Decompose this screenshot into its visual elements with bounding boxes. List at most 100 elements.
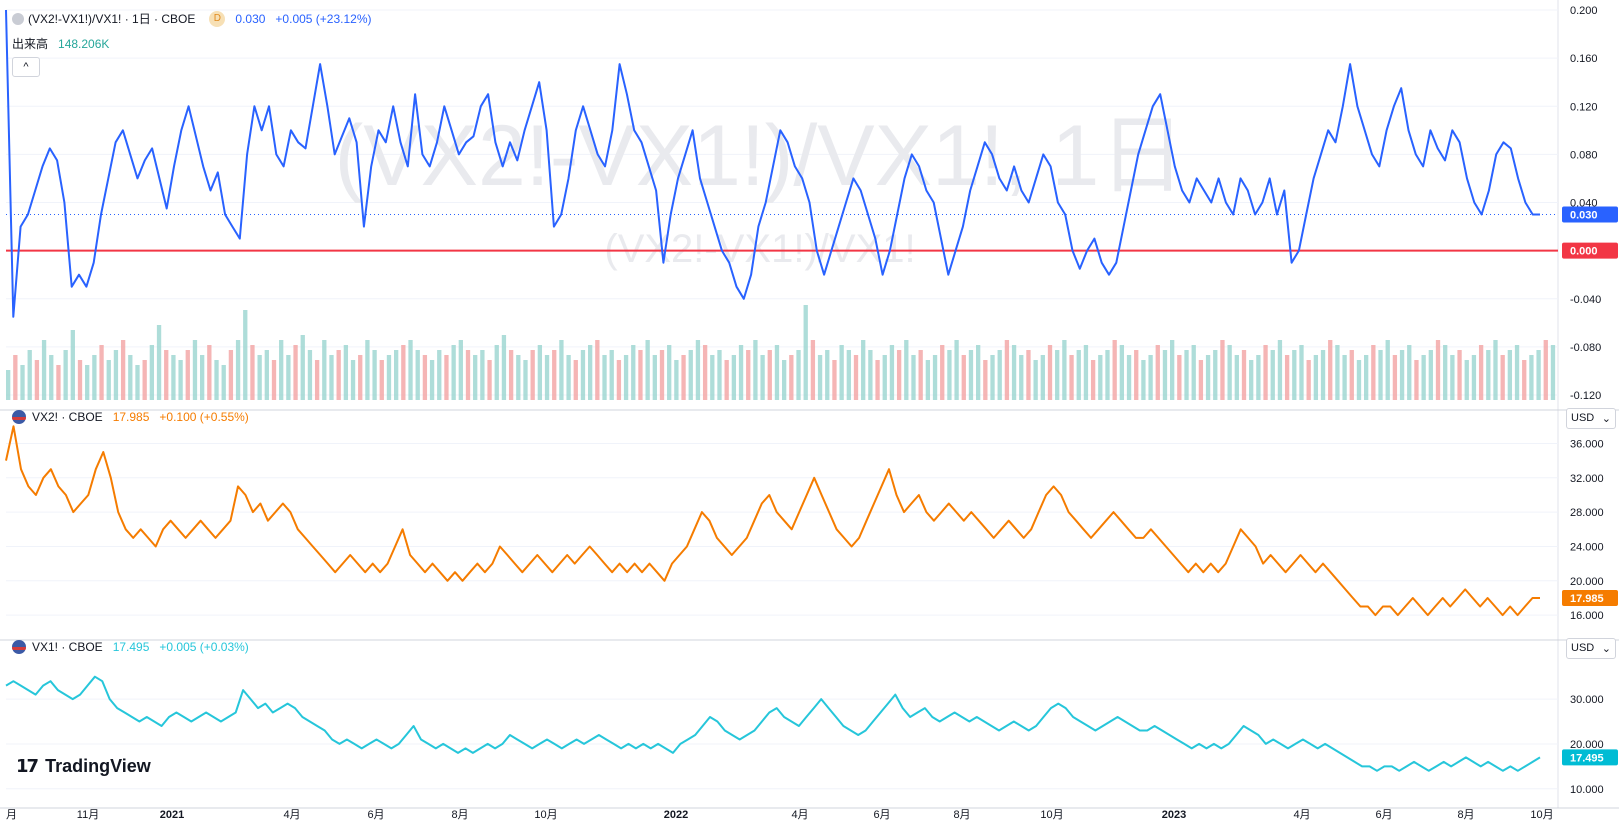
volume-bar xyxy=(85,365,90,400)
time-tick-label: 2021 xyxy=(160,809,184,820)
vx2-last-label: 17.985 xyxy=(1570,593,1604,605)
volume-bar xyxy=(846,350,851,400)
volume-bar xyxy=(717,350,722,400)
volume-bar xyxy=(832,360,837,400)
volume-bar xyxy=(803,305,808,400)
volume-bar xyxy=(1443,345,1448,400)
volume-bar xyxy=(688,350,693,400)
volume-bar xyxy=(1026,350,1031,400)
time-tick-label: 6月 xyxy=(1375,809,1392,820)
volume-bar xyxy=(1069,355,1074,400)
interval-badge[interactable]: D xyxy=(209,10,226,27)
legend-main: (VX2!-VX1!)/VX1! · 1日 · CBOE D 0.030 +0.… xyxy=(12,10,372,27)
volume-bar xyxy=(552,350,557,400)
volume-bar xyxy=(1371,345,1376,400)
volume-bar xyxy=(1112,340,1117,400)
volume-bar xyxy=(1220,340,1225,400)
volume-bar xyxy=(1177,355,1182,400)
volume-bar xyxy=(307,350,313,400)
tradingview-logo[interactable]: 𝟭𝟳 TradingView xyxy=(16,756,151,777)
volume-bar xyxy=(746,350,751,400)
volume-bar xyxy=(932,355,938,400)
volume-bar xyxy=(1550,345,1556,400)
us-flag-icon xyxy=(12,410,26,424)
volume-bar xyxy=(120,340,126,400)
volume-bar xyxy=(1047,345,1053,400)
volume-bar xyxy=(1098,355,1103,400)
volume-bar xyxy=(322,340,327,400)
volume-bar xyxy=(925,360,931,400)
volume-bar xyxy=(782,360,787,400)
volume-bar xyxy=(300,335,305,400)
volume-bar xyxy=(1213,350,1218,400)
volume-bar xyxy=(710,355,715,400)
volume-bar xyxy=(1486,350,1491,400)
vx1-currency-select[interactable]: USD ⌄ xyxy=(1566,638,1616,659)
time-tick-label: 8月 xyxy=(1457,809,1474,820)
volume-bar xyxy=(609,350,614,400)
volume-bar xyxy=(350,360,356,400)
vx2-currency-select[interactable]: USD ⌄ xyxy=(1566,408,1616,429)
volume-bar xyxy=(41,340,47,400)
volume-bar xyxy=(257,355,262,400)
volume-bar xyxy=(1306,360,1311,400)
legend-symbol[interactable]: (VX2!-VX1!)/VX1! · 1日 · CBOE xyxy=(28,12,196,26)
vx1-symbol[interactable]: VX1! · CBOE xyxy=(32,640,103,654)
volume-bars xyxy=(6,305,1556,400)
volume-bar xyxy=(1155,345,1160,400)
volume-bar xyxy=(667,345,672,400)
volume-bar xyxy=(968,350,974,400)
volume-bar xyxy=(1328,340,1333,400)
volume-bar xyxy=(329,355,334,400)
time-tick-label: 8月 xyxy=(953,809,970,820)
volume-bar xyxy=(537,345,543,400)
volume-bar xyxy=(1227,345,1232,400)
volume-bar xyxy=(508,350,514,400)
volume-bar xyxy=(250,345,255,400)
collapse-legend-button[interactable]: ^ xyxy=(12,57,40,77)
volume-bar xyxy=(954,340,959,400)
ratio-tick-label: -0.040 xyxy=(1570,294,1601,306)
ratio-line xyxy=(5,9,1540,318)
volume-bar xyxy=(681,355,686,400)
time-tick-label: 2022 xyxy=(664,809,688,820)
volume-bar xyxy=(1450,355,1455,400)
vx2-tick-label: 32.000 xyxy=(1570,473,1604,485)
volume-bar xyxy=(358,355,363,400)
volume-bar xyxy=(1335,345,1340,400)
tradingview-logo-icon: 𝟭𝟳 xyxy=(16,756,39,776)
volume-bar xyxy=(631,345,636,400)
volume-bar xyxy=(1256,355,1261,400)
volume-bar xyxy=(760,355,765,400)
vx2-symbol[interactable]: VX2! · CBOE xyxy=(32,410,103,424)
volume-bar xyxy=(1392,355,1398,400)
volume-bar xyxy=(516,355,521,400)
volume-bar xyxy=(1040,355,1045,400)
volume-bar xyxy=(386,355,392,400)
volume-bar xyxy=(20,365,25,400)
volume-bar xyxy=(501,335,507,400)
volume-bar xyxy=(1399,350,1405,400)
watermark-sub: (VX2!-VX1!)/VX1! xyxy=(604,227,915,271)
volume-bar xyxy=(853,355,859,400)
volume-bar xyxy=(695,340,701,400)
vx2-tick-label: 16.000 xyxy=(1570,610,1604,622)
time-tick-label: 8月 xyxy=(451,809,468,820)
vx2-line xyxy=(5,425,1540,617)
volume-bar xyxy=(1378,350,1383,400)
ratio-last-label: 0.030 xyxy=(1570,210,1598,222)
volume-bar xyxy=(947,350,952,400)
volume-bar xyxy=(1270,350,1275,400)
time-tick-label: 2023 xyxy=(1162,809,1186,820)
volume-bar xyxy=(1284,355,1290,400)
ratio-tick-label: 0.080 xyxy=(1570,149,1598,161)
volume-bar xyxy=(638,350,643,400)
volume-bar xyxy=(1205,355,1211,400)
volume-bar xyxy=(544,355,550,400)
volume-bar xyxy=(34,360,40,400)
volume-bar xyxy=(372,350,377,400)
volume-bar xyxy=(336,350,341,400)
volume-bar xyxy=(961,355,966,400)
volume-bar xyxy=(1162,350,1168,400)
